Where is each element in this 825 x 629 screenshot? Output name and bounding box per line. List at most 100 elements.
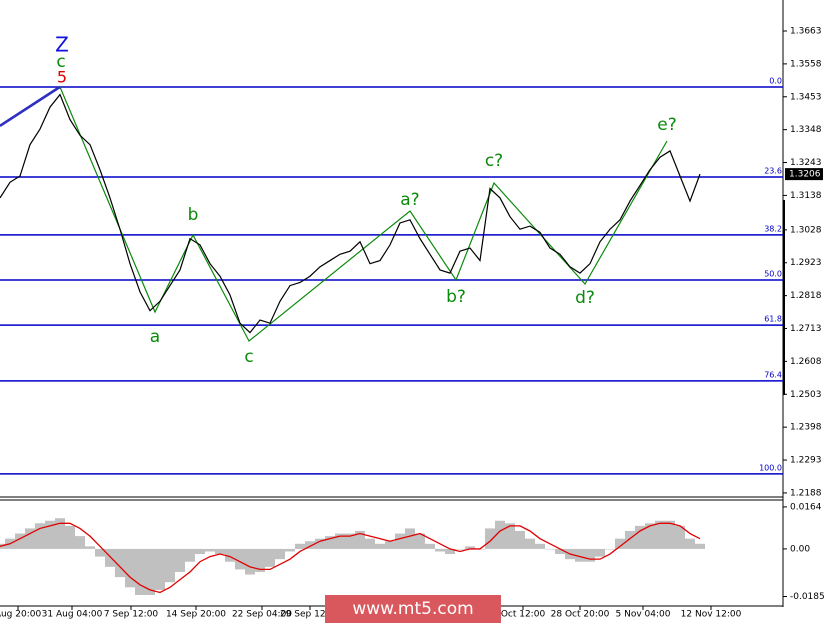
histogram-bar <box>15 533 25 549</box>
wave-label: c? <box>485 151 503 171</box>
watermark-box <box>325 595 501 623</box>
x-tick-label: 14 Sep 20:00 <box>166 610 226 620</box>
histogram-bar <box>695 543 705 549</box>
histogram-bar <box>275 548 285 560</box>
x-tick-label: 29 Sep 12:00 <box>280 610 340 620</box>
histogram-bar <box>195 548 205 555</box>
histogram-bar <box>485 528 495 549</box>
histogram-bar <box>305 541 315 549</box>
histogram-bar <box>605 548 615 550</box>
fib-label: 76.4 <box>764 370 782 379</box>
y-tick-label: -0.01859 <box>790 592 825 602</box>
x-tick-label: 7 Sep 12:00 <box>104 610 159 620</box>
wave-label: b? <box>446 287 466 307</box>
histogram-bar <box>175 548 185 572</box>
histogram-bar <box>45 520 55 549</box>
histogram-bar <box>405 528 415 549</box>
histogram-bar <box>95 548 105 557</box>
histogram-bar <box>135 548 145 596</box>
histogram-bar <box>165 548 175 583</box>
histogram-bar <box>315 538 325 549</box>
histogram-bar <box>375 543 385 549</box>
signal-line <box>0 522 701 594</box>
fib-label: 23.6 <box>764 166 782 175</box>
histogram-bar <box>355 530 365 549</box>
y-tick-label: 1.3663 <box>790 27 822 37</box>
wave-line <box>0 88 61 129</box>
histogram-bar <box>215 548 225 555</box>
histogram-bar <box>205 548 215 552</box>
y-tick-label: 1.3453 <box>790 92 822 102</box>
histogram-bar <box>665 520 675 549</box>
histogram-bar <box>125 548 135 588</box>
histogram-bar <box>345 533 355 549</box>
histogram-bar <box>325 536 335 549</box>
x-tick-label: Oct 12:00 <box>501 610 546 620</box>
histogram-bar <box>75 536 85 549</box>
histogram-bar <box>155 548 165 590</box>
y-tick-label: 1.3243 <box>790 158 822 168</box>
wave-line <box>0 85 61 128</box>
x-tick-label: 28 Oct 20:00 <box>551 610 610 620</box>
wave-label: c <box>56 52 65 72</box>
histogram-bar <box>645 523 655 549</box>
histogram-bar <box>575 548 585 562</box>
wave-label: b <box>188 205 199 225</box>
x-tick-label: 12 Nov 12:00 <box>681 610 742 620</box>
y-tick-label: 0.0164 <box>790 502 822 512</box>
histogram-bar <box>535 543 545 549</box>
histogram-bar <box>635 525 645 549</box>
histogram-bar <box>285 548 295 552</box>
watermark: www.mt5.com <box>352 599 473 619</box>
y-tick-label: 1.2503 <box>790 390 822 400</box>
y-tick-label: 1.3348 <box>790 125 822 135</box>
histogram-bar <box>495 520 505 549</box>
fib-label: 38.2 <box>764 224 782 233</box>
histogram-bar <box>185 548 195 562</box>
wave-label: a? <box>400 190 419 210</box>
fib-label: 61.8 <box>764 315 782 324</box>
wave-label: a <box>150 327 160 347</box>
y-tick-label: 1.2398 <box>790 423 822 433</box>
wave-label: Z <box>55 33 69 57</box>
wave-label: 5 <box>57 68 67 87</box>
y-tick-label: 1.3138 <box>790 191 822 201</box>
histogram-bar <box>425 543 435 549</box>
x-tick-label: Aug 20:00 <box>0 610 41 620</box>
histogram-bar <box>55 518 65 549</box>
histogram-bar <box>625 530 635 549</box>
histogram-bar <box>295 543 305 549</box>
histogram-bar <box>25 528 35 549</box>
current-price-box <box>785 168 823 181</box>
histogram-bar <box>415 533 425 549</box>
histogram-bar <box>455 548 465 550</box>
histogram-bar <box>505 523 515 549</box>
histogram-bar <box>115 548 125 578</box>
histogram-bar <box>545 548 555 550</box>
y-tick-label: 0.00 <box>790 544 810 554</box>
price-line <box>0 93 701 334</box>
histogram-bar <box>555 548 565 555</box>
y-tick-label: 1.3028 <box>790 225 822 235</box>
histogram-bar <box>85 546 95 549</box>
histogram-bar <box>615 538 625 549</box>
histogram-bar <box>585 548 595 562</box>
y-tick-label: 1.2818 <box>790 291 822 301</box>
y-tick-label: 1.2923 <box>790 258 822 268</box>
histogram-bar <box>255 548 265 572</box>
y-tick-label: 1.3558 <box>790 59 822 69</box>
x-tick-label: 5 Nov 04:00 <box>616 610 671 620</box>
y-tick-label: 1.2608 <box>790 357 822 367</box>
histogram-bar <box>385 541 395 549</box>
histogram-bar <box>235 548 245 570</box>
histogram-bar <box>685 538 695 549</box>
fib-label: 100.0 <box>759 463 782 472</box>
wave-label: c <box>244 347 253 367</box>
y-tick-label: 1.2713 <box>790 324 822 334</box>
histogram-bar <box>465 546 475 549</box>
histogram-bar <box>335 533 345 549</box>
fib-label: 0.0 <box>769 77 782 86</box>
x-tick-label: 31 Aug 04:00 <box>42 610 103 620</box>
